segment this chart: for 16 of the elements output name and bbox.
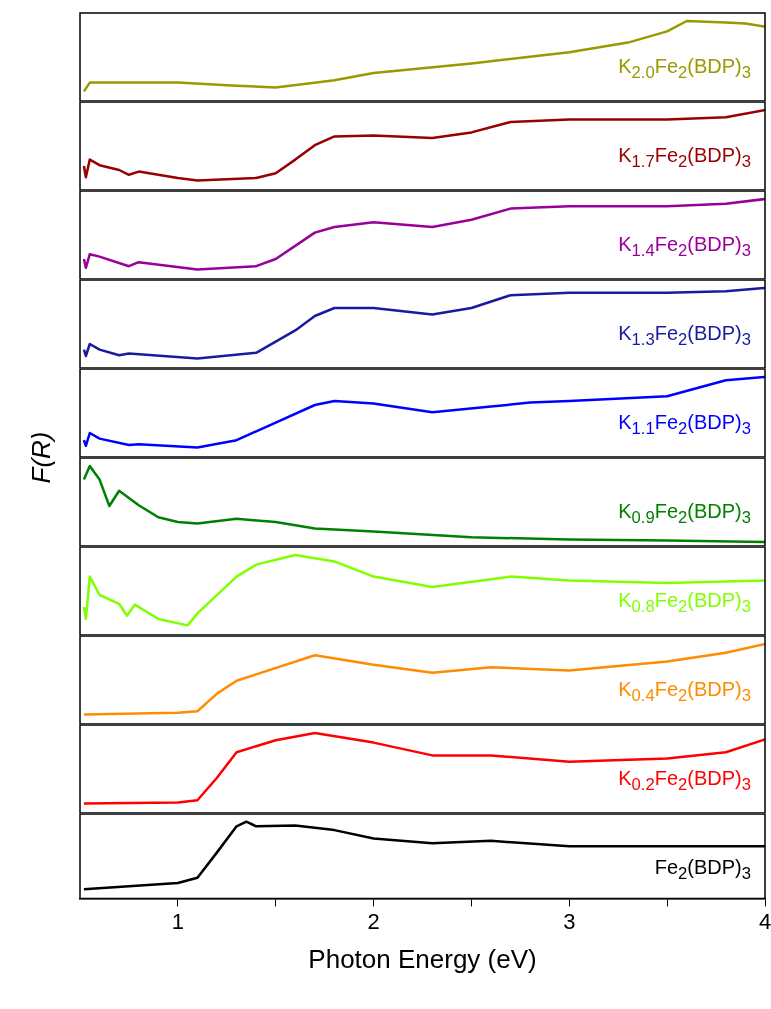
series-label: Fe$_{2}$(BDP)$_{3}$	[654, 856, 751, 884]
series-label: K$_{0.9}$Fe$_{2}$(BDP)$_{3}$	[618, 500, 751, 528]
x-tick-label: 3	[563, 908, 576, 934]
x-tick-label: 4	[758, 908, 771, 934]
x-tick-label: 2	[367, 908, 380, 934]
series-label: K$_{1.7}$Fe$_{2}$(BDP)$_{3}$	[618, 144, 751, 172]
y-axis-title: F(R)	[26, 431, 58, 483]
x-tick-label: 1	[171, 908, 184, 934]
series-label: K$_{0.4}$Fe$_{2}$(BDP)$_{3}$	[618, 678, 751, 706]
series-label: K$_{1.4}$Fe$_{2}$(BDP)$_{3}$	[618, 233, 751, 261]
x-axis-title: Photon Energy (eV)	[308, 943, 537, 974]
series-label: K$_{2.0}$Fe$_{2}$(BDP)$_{3}$	[618, 55, 751, 83]
series-label: K$_{0.2}$Fe$_{2}$(BDP)$_{3}$	[618, 767, 751, 795]
series-label: K$_{1.3}$Fe$_{2}$(BDP)$_{3}$	[618, 322, 751, 350]
series-label: K$_{0.8}$Fe$_{2}$(BDP)$_{3}$	[618, 589, 751, 617]
series-label: K$_{1.1}$Fe$_{2}$(BDP)$_{3}$	[618, 411, 751, 439]
